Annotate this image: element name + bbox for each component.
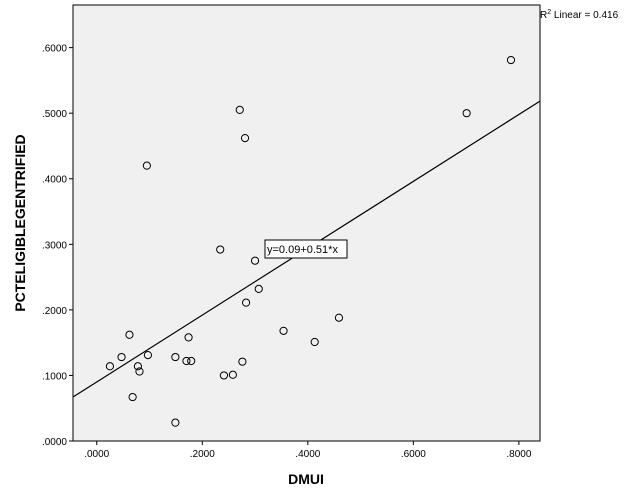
data-point (143, 351, 153, 360)
y-tick-label: .6000 (42, 44, 67, 55)
y-tick-label: .5000 (42, 109, 67, 120)
x-axis-title: DMUI (288, 471, 324, 487)
data-point (506, 55, 516, 65)
data-point (310, 337, 319, 347)
data-point (228, 370, 237, 379)
data-point (125, 330, 134, 339)
x-tick-label: .6000 (401, 449, 426, 460)
ticks-layer: .0000 .2000 .4000 .6000 .8000 .0000 .1000 .2000… (42, 44, 532, 460)
data-point (462, 109, 471, 118)
data-point (133, 362, 143, 371)
data-point (184, 333, 193, 342)
data-point (216, 245, 225, 254)
y-tick-label: .4000 (42, 175, 67, 186)
x-tick-label: .8000 (506, 449, 531, 460)
data-point (105, 362, 115, 371)
r2-superscript: 2 (547, 9, 551, 16)
fit-equation-frame (264, 239, 348, 259)
data-point (241, 298, 251, 307)
data-point (240, 133, 250, 143)
fit-equation-text: y=0.09+0.51*x (267, 244, 338, 256)
y-tick-label: .2000 (42, 306, 67, 317)
fit-equation-box: y=0.09+0.51*x (264, 239, 348, 259)
r2-label: R2 Linear = 0.416 (540, 9, 619, 21)
x-tick-label: .2000 (190, 449, 215, 460)
y-axis-title: PCTELIGIBLEGENTRIFIED (12, 134, 28, 311)
data-point (128, 392, 137, 402)
points-layer (105, 55, 516, 427)
data-point (238, 357, 247, 366)
y-tick-label: .1000 (42, 371, 67, 382)
data-point (182, 356, 191, 366)
data-point (142, 161, 151, 170)
data-point (117, 352, 126, 362)
data-point (219, 371, 229, 380)
data-point (235, 105, 244, 115)
r2-suffix: Linear = 0.416 (551, 10, 618, 21)
y-tick-label: .0000 (42, 437, 67, 448)
data-point (279, 326, 288, 335)
data-point (135, 367, 144, 376)
data-point (254, 284, 263, 293)
r2-prefix: R (540, 10, 547, 21)
plot-area (72, 4, 541, 442)
data-point (187, 356, 196, 366)
data-point (334, 313, 344, 322)
data-point (171, 352, 180, 362)
data-point (250, 256, 260, 265)
x-tick-label: .4000 (295, 449, 320, 460)
y-tick-label: .3000 (42, 240, 67, 251)
x-tick-label: .0000 (84, 449, 109, 460)
data-point (171, 418, 180, 427)
